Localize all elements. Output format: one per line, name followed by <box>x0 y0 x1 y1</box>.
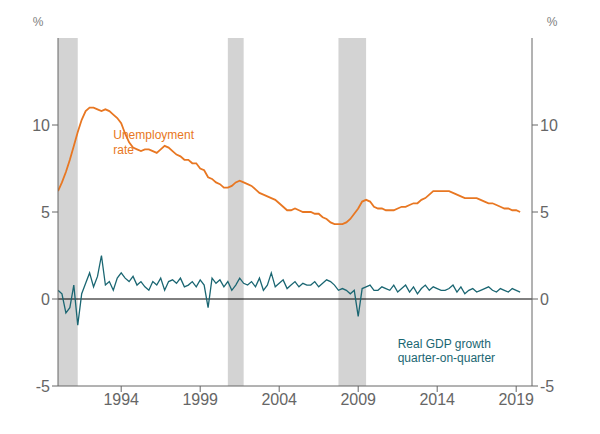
svg-text:5: 5 <box>540 204 549 221</box>
svg-text:10: 10 <box>540 117 558 134</box>
svg-text:2004: 2004 <box>261 391 297 408</box>
svg-text:-5: -5 <box>36 378 50 395</box>
svg-text:%: % <box>547 15 558 29</box>
svg-text:-5: -5 <box>540 378 554 395</box>
svg-text:Unemploymentrate: Unemploymentrate <box>113 128 194 156</box>
svg-text:10: 10 <box>32 117 50 134</box>
svg-text:2014: 2014 <box>419 391 455 408</box>
svg-text:Real GDP growthquarter-on-quar: Real GDP growthquarter-on-quarter <box>398 337 495 365</box>
svg-text:%: % <box>33 15 44 29</box>
svg-text:2019: 2019 <box>498 391 534 408</box>
svg-text:2009: 2009 <box>340 391 376 408</box>
svg-text:5: 5 <box>41 204 50 221</box>
svg-text:0: 0 <box>540 291 549 308</box>
svg-text:1999: 1999 <box>182 391 218 408</box>
svg-text:0: 0 <box>41 291 50 308</box>
svg-text:1994: 1994 <box>103 391 139 408</box>
